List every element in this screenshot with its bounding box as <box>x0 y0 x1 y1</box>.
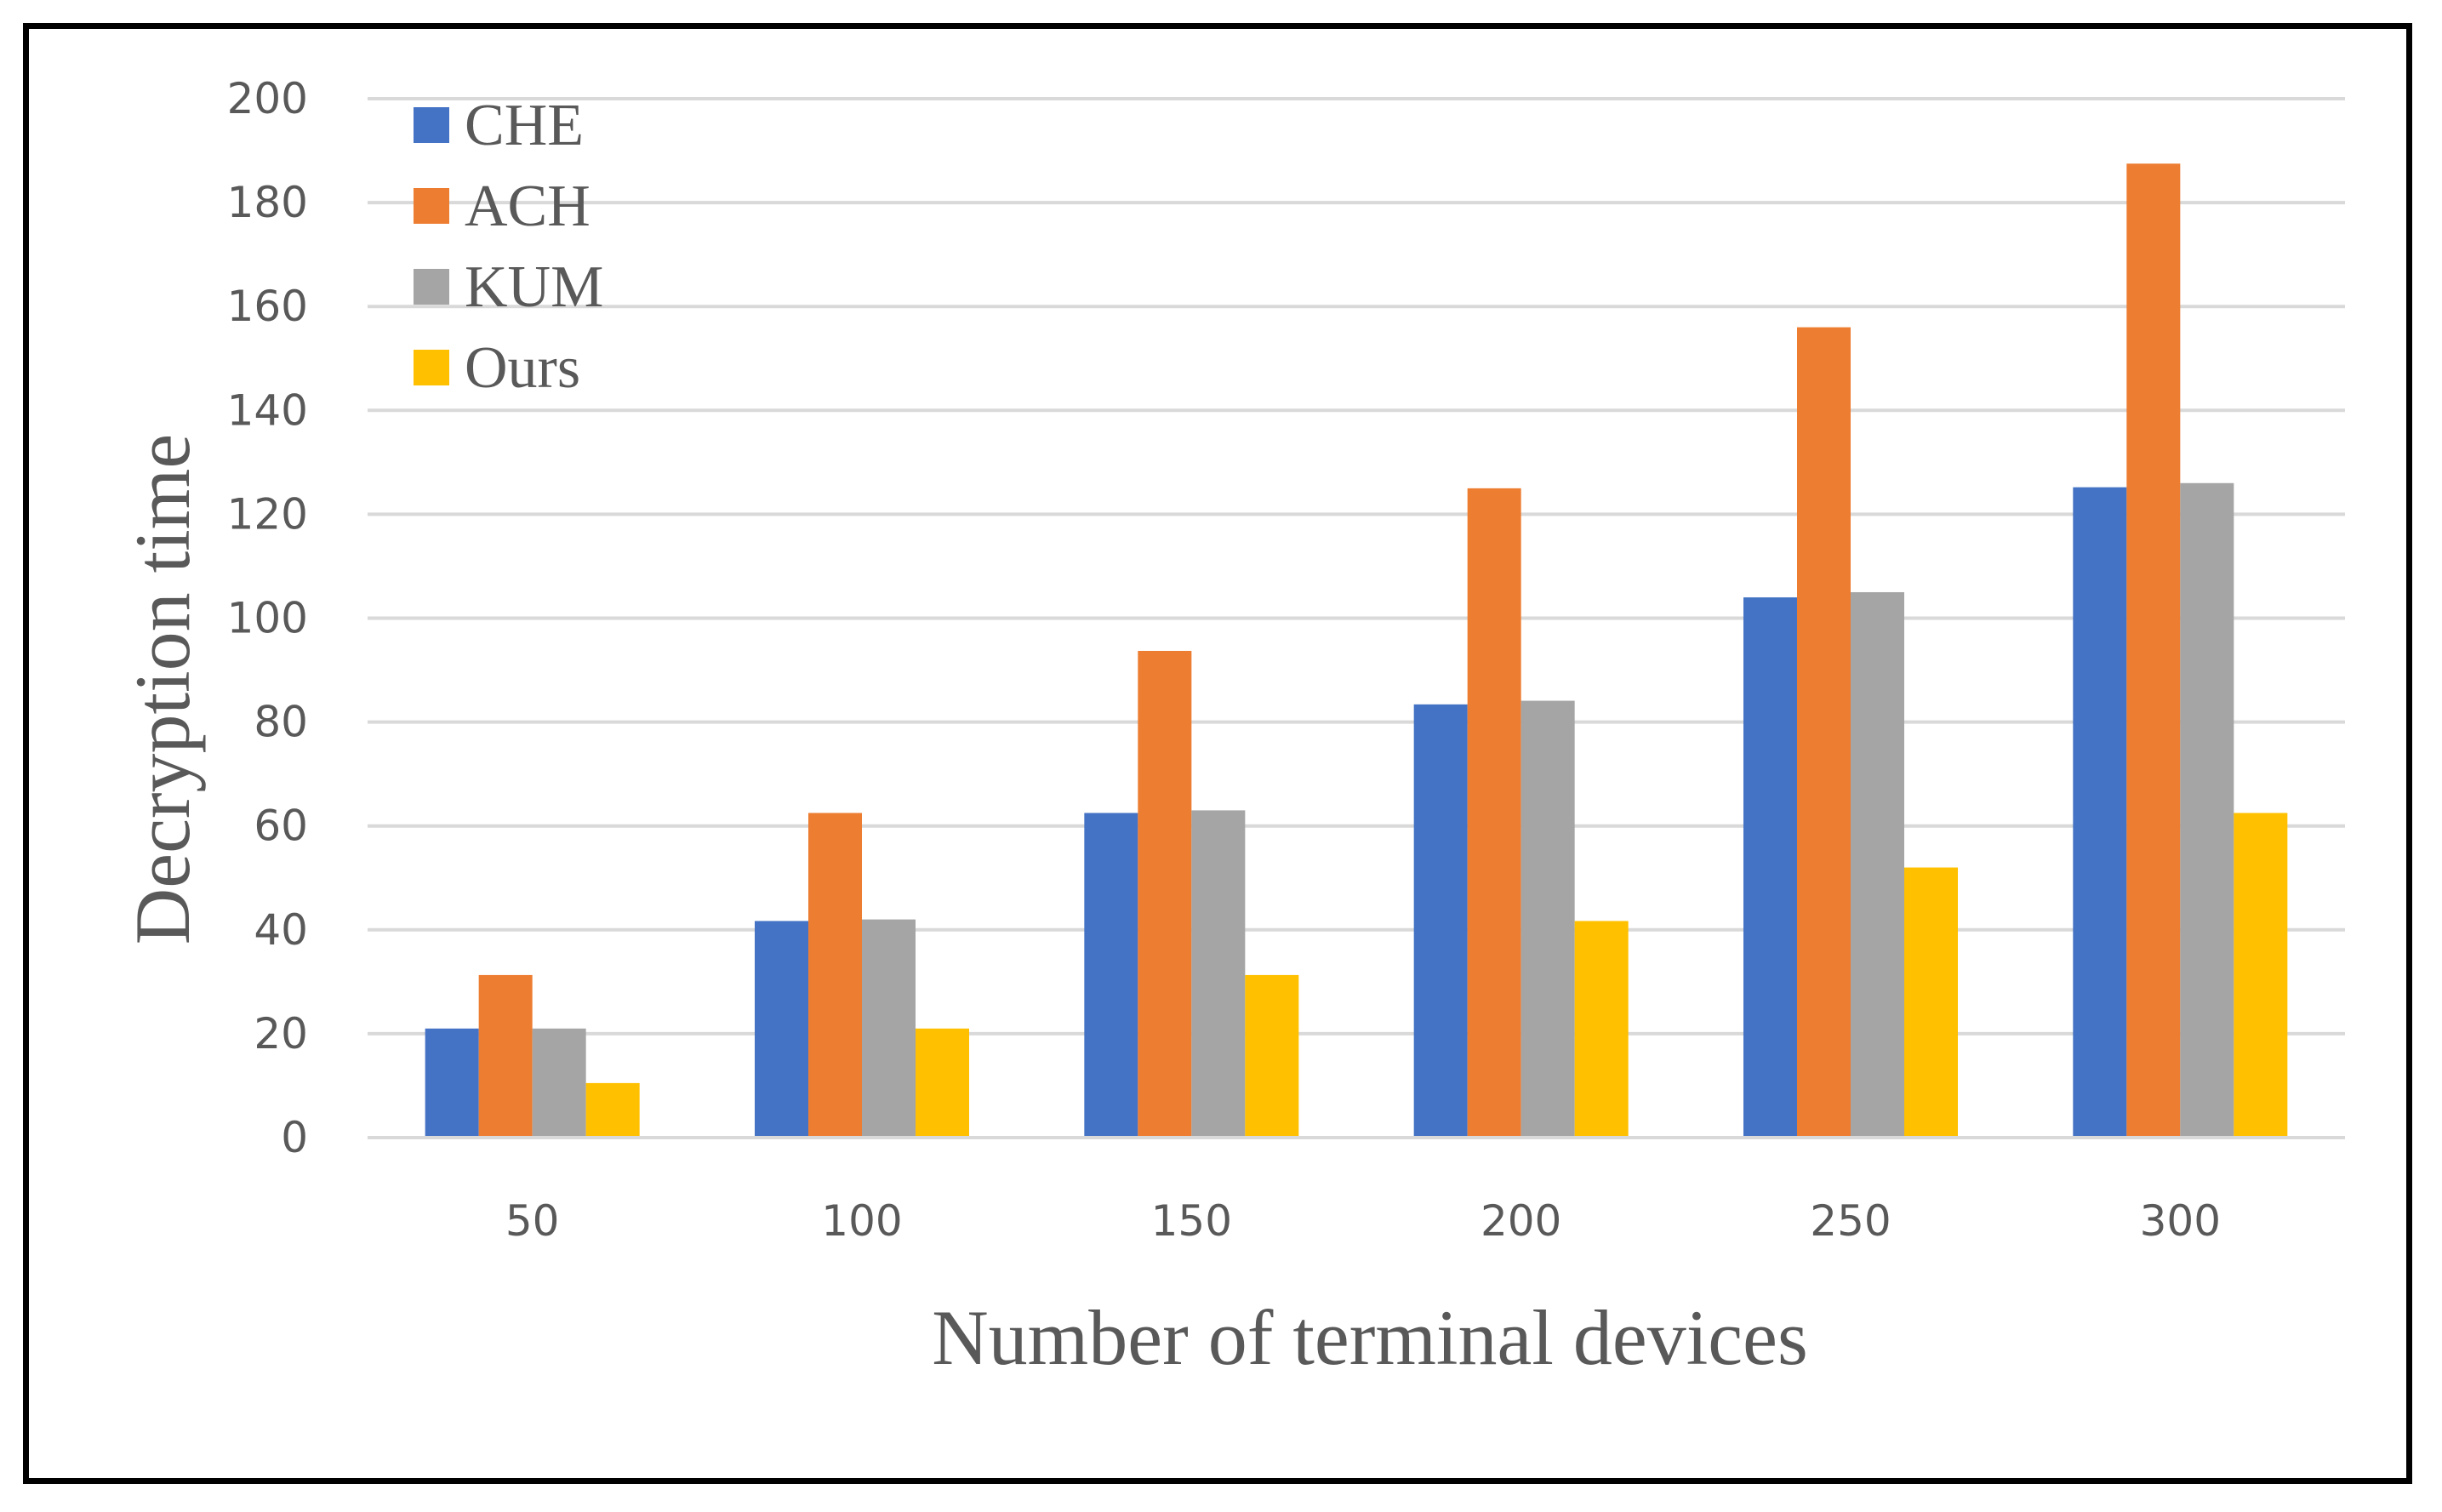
y-tick-label: 60 <box>254 802 308 851</box>
x-tick-label: 150 <box>1151 1196 1232 1246</box>
x-axis-title: Number of terminal devices <box>932 1294 1808 1381</box>
bar-kum-300 <box>2180 482 2234 1138</box>
x-tick-labels: 50 100 150 200 250 300 <box>505 1196 2221 1246</box>
bar-kum-100 <box>862 919 916 1138</box>
bar-ach-150 <box>1138 650 1192 1138</box>
legend-swatch-ach <box>414 188 449 224</box>
bar-che-300 <box>2073 487 2127 1138</box>
bar-ach-50 <box>478 974 533 1138</box>
legend-label-ours: Ours <box>465 335 580 401</box>
bar-kum-150 <box>1191 810 1246 1138</box>
x-tick-label: 300 <box>2140 1196 2221 1246</box>
bar-ach-300 <box>2126 163 2181 1138</box>
x-tick-label: 100 <box>821 1196 902 1246</box>
bars <box>425 163 2288 1138</box>
y-tick-labels: 0 20 40 60 80 100 120 140 160 180 200 <box>227 74 308 1162</box>
bar-che-150 <box>1084 813 1138 1138</box>
legend-label-kum: KUM <box>465 254 603 320</box>
bar-che-200 <box>1413 704 1468 1138</box>
bar-che-100 <box>755 921 808 1138</box>
bar-ach-200 <box>1467 488 1521 1138</box>
legend-swatch-che <box>414 107 449 143</box>
y-axis-title: Decryption time <box>119 434 206 944</box>
bar-ours-300 <box>2234 813 2288 1138</box>
bar-ours-200 <box>1574 921 1629 1138</box>
legend-label-che: CHE <box>465 93 584 158</box>
y-tick-label: 160 <box>227 282 308 331</box>
bar-ach-100 <box>808 813 862 1138</box>
bar-ours-50 <box>585 1082 640 1138</box>
y-tick-label: 200 <box>227 74 308 123</box>
legend-label-ach: ACH <box>465 174 591 239</box>
legend: CHE ACH KUM Ours <box>414 93 603 401</box>
bar-kum-250 <box>1851 591 1904 1138</box>
y-tick-label: 20 <box>254 1009 308 1058</box>
gridlines <box>368 97 2345 1036</box>
bar-ours-150 <box>1245 974 1299 1138</box>
bar-ours-250 <box>1904 867 1958 1138</box>
x-tick-label: 200 <box>1481 1196 1561 1246</box>
y-tick-label: 40 <box>254 905 308 955</box>
bar-kum-50 <box>532 1028 586 1138</box>
legend-swatch-ours <box>414 350 449 385</box>
y-tick-label: 120 <box>227 489 308 539</box>
y-tick-label: 180 <box>227 178 308 227</box>
y-tick-label: 100 <box>227 594 308 643</box>
bar-kum-200 <box>1521 700 1575 1138</box>
x-tick-label: 50 <box>505 1196 560 1246</box>
chart-frame <box>23 23 2412 1484</box>
bar-che-50 <box>425 1028 479 1138</box>
y-tick-label: 80 <box>254 698 308 747</box>
bar-ours-100 <box>916 1028 969 1138</box>
y-tick-label: 0 <box>281 1113 308 1162</box>
bar-che-250 <box>1743 597 1797 1138</box>
x-tick-label: 250 <box>1810 1196 1891 1246</box>
legend-swatch-kum <box>414 269 449 305</box>
y-tick-label: 140 <box>227 385 308 435</box>
bar-ach-250 <box>1797 327 1851 1138</box>
